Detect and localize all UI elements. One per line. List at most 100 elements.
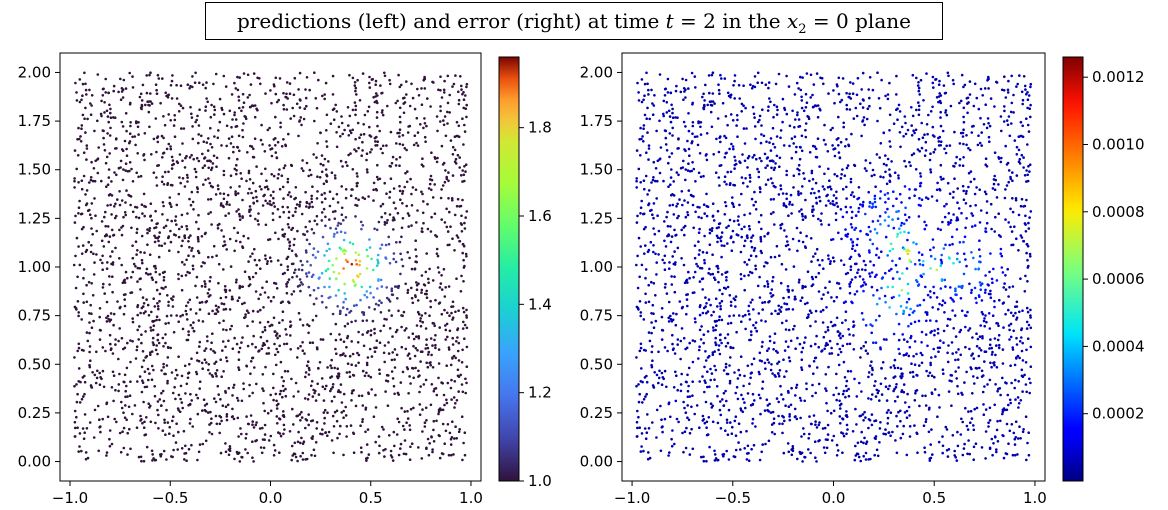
- scatter-point: [426, 353, 430, 356]
- scatter-point: [299, 116, 303, 119]
- scatter-point: [208, 279, 212, 283]
- scatter-point: [845, 415, 849, 419]
- scatter-point: [734, 448, 738, 452]
- scatter-point: [754, 254, 758, 258]
- scatter-point: [954, 456, 957, 459]
- scatter-point: [367, 306, 371, 309]
- scatter-point: [921, 353, 924, 357]
- scatter-point: [450, 398, 453, 401]
- scatter-point: [724, 201, 727, 204]
- scatter-point: [214, 72, 218, 76]
- scatter-point: [287, 210, 291, 214]
- scatter-point: [800, 99, 804, 102]
- scatter-point: [715, 319, 719, 323]
- figure-title: predictions (left) and error (right) at …: [205, 2, 943, 40]
- scatter-point: [795, 386, 798, 389]
- scatter-point: [357, 394, 361, 398]
- scatter-point: [921, 136, 925, 139]
- scatter-point: [158, 244, 161, 247]
- scatter-point: [979, 349, 983, 352]
- scatter-point: [1024, 88, 1027, 91]
- scatter-point: [743, 288, 746, 292]
- scatter-point: [136, 313, 139, 317]
- scatter-point: [390, 358, 394, 362]
- scatter-point: [663, 261, 666, 265]
- scatter-point: [757, 220, 761, 224]
- scatter-point: [270, 173, 274, 176]
- scatter-point: [461, 348, 464, 352]
- scatter-point: [889, 145, 892, 148]
- scatter-point: [837, 92, 841, 96]
- scatter-point: [1014, 378, 1017, 382]
- scatter-point: [100, 239, 104, 243]
- scatter-point: [767, 439, 771, 443]
- scatter-point: [920, 146, 924, 150]
- scatter-point: [289, 195, 293, 198]
- scatter-point: [465, 314, 468, 317]
- scatter-point: [1016, 396, 1020, 399]
- scatter-point: [135, 227, 139, 231]
- scatter-point: [701, 277, 705, 280]
- scatter-point: [836, 205, 840, 208]
- scatter-point: [249, 214, 252, 218]
- scatter-point: [412, 337, 416, 341]
- scatter-point: [210, 341, 213, 345]
- scatter-point: [445, 398, 448, 402]
- scatter-point: [392, 430, 396, 434]
- scatter-point: [287, 216, 291, 220]
- scatter-point: [90, 385, 93, 389]
- scatter-point: [401, 202, 404, 205]
- scatter-point: [182, 429, 186, 433]
- scatter-point: [204, 109, 207, 112]
- scatter-point: [365, 459, 368, 462]
- scatter-point: [269, 260, 273, 263]
- scatter-point: [711, 404, 715, 408]
- scatter-point: [805, 234, 808, 238]
- scatter-point: [997, 334, 1001, 337]
- scatter-point: [235, 278, 238, 282]
- scatter-point: [859, 414, 863, 418]
- scatter-point: [269, 393, 273, 397]
- scatter-point: [265, 185, 269, 188]
- scatter-point: [683, 224, 687, 228]
- scatter-point: [864, 442, 868, 446]
- scatter-point: [348, 375, 352, 379]
- scatter-point: [106, 261, 109, 264]
- scatter-point: [447, 348, 451, 351]
- scatter-point: [380, 301, 383, 305]
- scatter-point: [403, 410, 407, 413]
- scatter-point: [348, 114, 352, 118]
- scatter-point: [153, 234, 156, 238]
- scatter-point: [119, 77, 122, 81]
- scatter-point: [803, 177, 806, 180]
- scatter-point: [946, 324, 949, 328]
- scatter-point: [81, 82, 85, 86]
- scatter-point: [103, 101, 106, 104]
- scatter-point: [1026, 179, 1030, 183]
- y-tick-label: 0.00: [18, 453, 51, 471]
- scatter-point: [845, 107, 849, 111]
- scatter-point: [929, 443, 932, 446]
- scatter-point: [320, 219, 324, 222]
- scatter-point: [319, 338, 323, 341]
- scatter-point: [377, 220, 381, 224]
- scatter-point: [165, 147, 169, 151]
- scatter-point: [1027, 453, 1031, 457]
- scatter-point: [454, 425, 457, 429]
- scatter-point: [248, 210, 251, 214]
- scatter-point: [453, 380, 457, 383]
- scatter-point: [951, 78, 955, 82]
- scatter-point: [714, 368, 718, 372]
- scatter-point: [146, 100, 149, 103]
- scatter-point: [385, 144, 388, 147]
- scatter-point: [274, 151, 278, 154]
- scatter-point: [1021, 135, 1025, 139]
- scatter-point: [419, 360, 422, 363]
- scatter-point: [773, 341, 776, 345]
- scatter-point: [108, 152, 111, 155]
- scatter-point: [200, 265, 203, 268]
- scatter-point: [743, 239, 747, 243]
- scatter-point: [215, 369, 219, 372]
- scatter-point: [77, 380, 80, 383]
- scatter-point: [759, 213, 763, 217]
